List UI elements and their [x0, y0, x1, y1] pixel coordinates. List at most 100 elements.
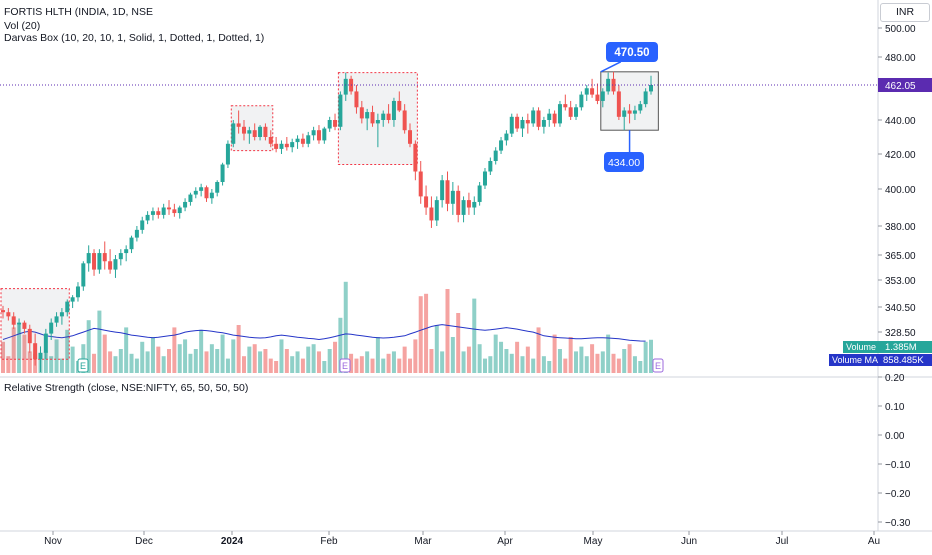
candle-body [231, 123, 236, 144]
rs-tick-label: 0.00 [885, 431, 905, 442]
candle-body [327, 120, 332, 129]
candle-body [252, 130, 257, 137]
rs-tick-label: −0.20 [885, 489, 911, 500]
candle-body [611, 78, 616, 92]
volume-bar [552, 334, 557, 373]
candle-body [193, 190, 198, 195]
candle-body [424, 196, 429, 208]
earnings-marker-label: E [655, 361, 661, 371]
volume-legend[interactable]: Vol (20) [4, 20, 41, 32]
volume-bar [300, 358, 305, 373]
candle-body [584, 88, 589, 95]
candle-body [461, 200, 466, 215]
volume-bar [129, 353, 134, 373]
volume-bar [59, 358, 64, 373]
candle-body [86, 253, 91, 264]
volume-bar [258, 351, 263, 373]
candle-body [547, 113, 552, 120]
volume-bar [124, 327, 129, 373]
darvas-legend[interactable]: Darvas Box (10, 20, 10, 1, Solid, 1, Dot… [4, 32, 265, 44]
candle-body [466, 200, 471, 208]
candle-body [488, 161, 493, 172]
candle-body [188, 194, 193, 202]
price-tick-label: 420.00 [885, 150, 916, 161]
volume-bar [268, 358, 273, 373]
candle-body [413, 143, 418, 172]
volume-bar [284, 349, 289, 373]
volume-bar [622, 349, 627, 373]
last-price-tag [878, 78, 932, 92]
volume-bar [493, 334, 498, 373]
volume-bar [632, 356, 637, 373]
candle-body [316, 130, 321, 141]
candle-body [397, 100, 402, 111]
candle-body [343, 78, 348, 95]
volume-ma-tag-label: Volume MA [832, 355, 878, 365]
candle-body [552, 113, 557, 124]
candle-body [579, 94, 584, 108]
volume-bar [584, 356, 589, 373]
volume-bar [381, 358, 386, 373]
volume-bar [590, 344, 595, 373]
volume-bar [108, 351, 113, 373]
relative-strength-legend[interactable]: Relative Strength (close, NSE:NIFTY, 65,… [4, 382, 249, 394]
volume-bar [145, 351, 150, 373]
volume-bar [611, 353, 616, 373]
volume-bar [370, 358, 375, 373]
candle-body [557, 104, 562, 124]
volume-bar [600, 351, 605, 373]
volume-bar [225, 358, 230, 373]
candle-body [477, 185, 482, 202]
rs-tick-label: −0.30 [885, 518, 911, 529]
earnings-marker [339, 358, 351, 373]
volume-bar [343, 281, 348, 373]
price-tick-label: 480.00 [885, 53, 916, 64]
volume-bar [274, 361, 279, 373]
volume-bar [418, 296, 423, 373]
candle-body [92, 253, 97, 270]
volume-bar [102, 334, 107, 373]
candle-body [199, 187, 204, 191]
candle-body [515, 116, 520, 129]
candle-body [11, 316, 16, 325]
currency-button[interactable]: INR [880, 3, 930, 22]
volume-bar [204, 351, 209, 373]
volume-bar [638, 361, 643, 373]
volume-bar [247, 346, 252, 373]
candle-body [627, 110, 632, 114]
candle-body [177, 207, 182, 214]
earnings-marker [652, 358, 664, 373]
volume-bar [43, 351, 48, 373]
candle-body [247, 130, 252, 134]
volume-bar [499, 341, 504, 373]
volume-bar [27, 351, 32, 373]
volume-bar [547, 361, 552, 373]
volume-bar [177, 344, 182, 373]
volume-bar [322, 361, 327, 373]
volume-value-tag [878, 341, 932, 353]
volume-bar [643, 341, 648, 373]
box-low-callout [604, 152, 644, 172]
candle-body [22, 322, 27, 329]
candle-body [499, 140, 504, 151]
volume-bar [220, 334, 225, 373]
candle-body [284, 143, 289, 148]
time-axis-label: Jul [776, 536, 789, 547]
time-axis-label: 2024 [221, 536, 244, 547]
candle-body [493, 150, 498, 161]
volume-bar [241, 356, 246, 373]
symbol-legend[interactable]: FORTIS HLTH (INDIA, 1D, NSE [4, 6, 153, 18]
volume-bar [649, 339, 653, 373]
volume-bar [456, 313, 461, 373]
candle-body [268, 137, 273, 144]
candle-body [333, 120, 338, 127]
candle-body [263, 126, 268, 137]
price-tick-label: 380.00 [885, 222, 916, 233]
candle-body [531, 110, 536, 124]
candle-body [81, 263, 86, 287]
candle-body [183, 201, 188, 208]
volume-bar [150, 337, 155, 373]
volume-bar [156, 346, 161, 373]
